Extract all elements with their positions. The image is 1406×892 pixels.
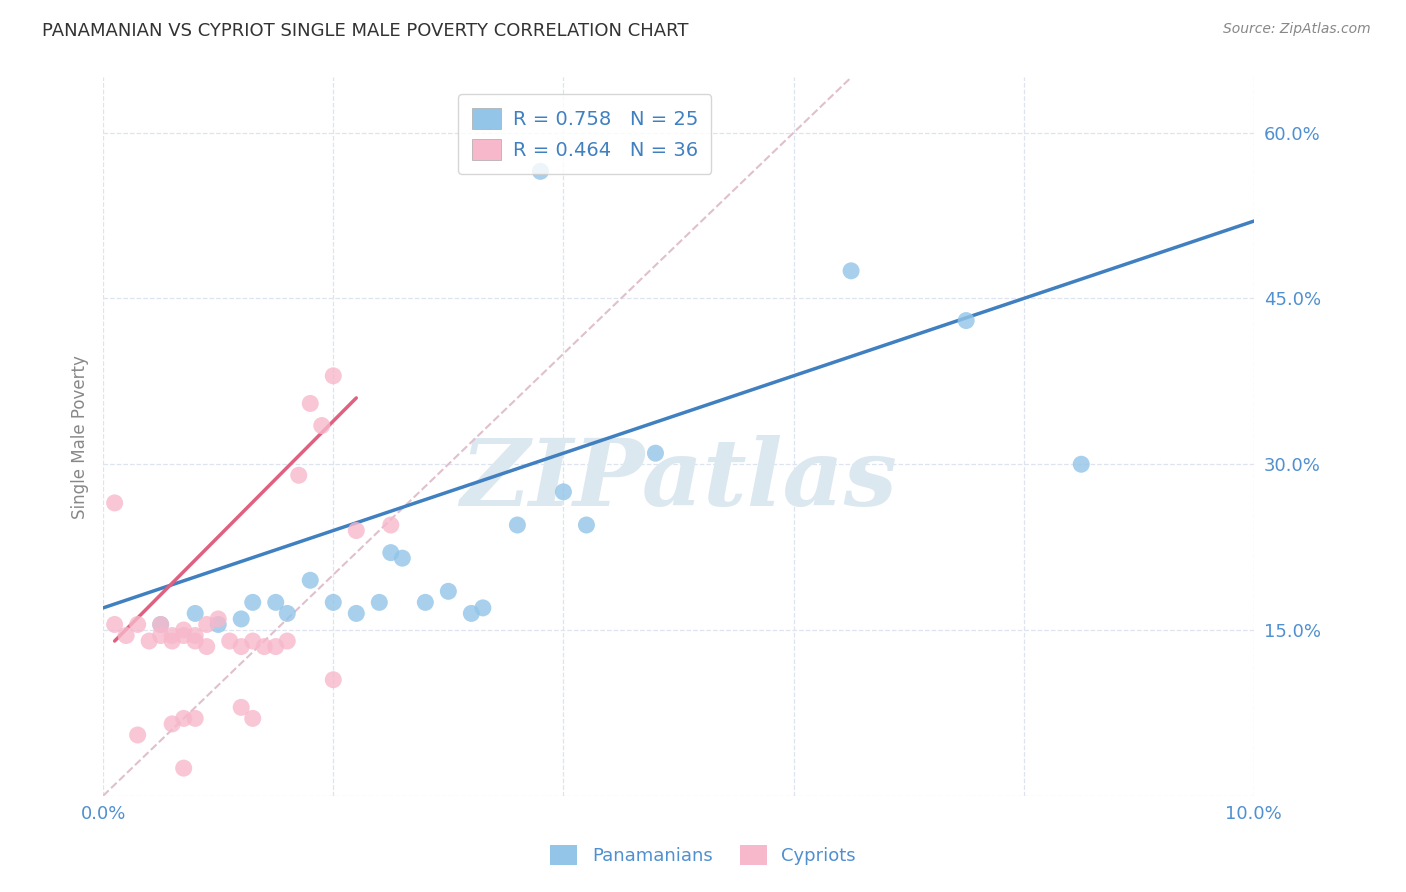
Point	[127, 728, 149, 742]
Point	[344, 607, 367, 621]
Point	[231, 612, 253, 626]
Point	[231, 640, 253, 654]
Point	[575, 518, 598, 533]
Point	[184, 628, 207, 642]
Point	[207, 617, 229, 632]
Point	[276, 607, 298, 621]
Point	[184, 634, 207, 648]
Point	[242, 711, 264, 725]
Point	[471, 600, 494, 615]
Point	[207, 612, 229, 626]
Point	[391, 551, 413, 566]
Point	[160, 628, 183, 642]
Point	[218, 634, 240, 648]
Point	[160, 634, 183, 648]
Point	[127, 617, 149, 632]
Point	[264, 640, 287, 654]
Point	[184, 711, 207, 725]
Point	[529, 164, 551, 178]
Text: Source: ZipAtlas.com: Source: ZipAtlas.com	[1223, 22, 1371, 37]
Point	[149, 617, 172, 632]
Point	[955, 313, 977, 327]
Point	[173, 623, 195, 637]
Point	[368, 595, 391, 609]
Point	[506, 518, 529, 533]
Point	[138, 634, 160, 648]
Point	[322, 368, 344, 383]
Point	[380, 546, 402, 560]
Text: ZIPatlas: ZIPatlas	[460, 434, 897, 524]
Point	[149, 628, 172, 642]
Text: PANAMANIAN VS CYPRIOT SINGLE MALE POVERTY CORRELATION CHART: PANAMANIAN VS CYPRIOT SINGLE MALE POVERT…	[42, 22, 689, 40]
Point	[253, 640, 276, 654]
Point	[195, 640, 218, 654]
Point	[299, 574, 322, 588]
Point	[344, 524, 367, 538]
Point	[415, 595, 437, 609]
Point	[242, 634, 264, 648]
Point	[553, 484, 575, 499]
Point	[195, 617, 218, 632]
Point	[160, 717, 183, 731]
Point	[104, 496, 127, 510]
Point	[644, 446, 666, 460]
Point	[173, 761, 195, 775]
Point	[380, 518, 402, 533]
Point	[299, 396, 322, 410]
Point	[184, 607, 207, 621]
Point	[242, 595, 264, 609]
Point	[322, 595, 344, 609]
Point	[173, 628, 195, 642]
Point	[104, 617, 127, 632]
Point	[276, 634, 298, 648]
Point	[231, 700, 253, 714]
Point	[311, 418, 333, 433]
Point	[173, 711, 195, 725]
Point	[264, 595, 287, 609]
Point	[322, 673, 344, 687]
Point	[437, 584, 460, 599]
Point	[460, 607, 482, 621]
Legend: R = 0.758   N = 25, R = 0.464   N = 36: R = 0.758 N = 25, R = 0.464 N = 36	[458, 95, 711, 174]
Y-axis label: Single Male Poverty: Single Male Poverty	[72, 355, 89, 518]
Point	[115, 628, 138, 642]
Legend: Panamanians, Cypriots: Panamanians, Cypriots	[543, 838, 863, 872]
Point	[287, 468, 309, 483]
Point	[1070, 457, 1092, 471]
Point	[149, 617, 172, 632]
Point	[839, 264, 862, 278]
